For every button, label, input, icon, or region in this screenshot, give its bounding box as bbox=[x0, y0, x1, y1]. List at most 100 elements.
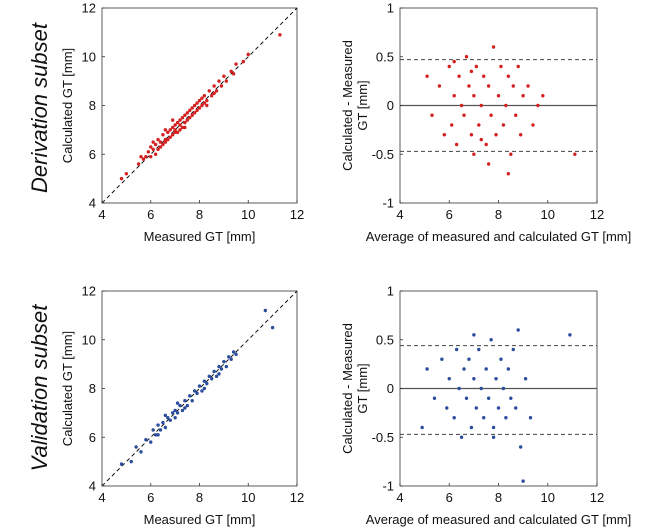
data-point bbox=[464, 55, 469, 59]
data-point bbox=[479, 103, 483, 108]
data-point bbox=[170, 118, 175, 122]
data-point bbox=[163, 413, 168, 418]
data-point bbox=[241, 59, 246, 64]
data-point bbox=[506, 367, 511, 371]
data-point bbox=[491, 425, 496, 430]
data-point bbox=[459, 103, 464, 108]
data-point bbox=[153, 152, 158, 156]
chart-panel-0: 4 6 8 10 12 4 6 8 10 12 Measured GT [mm] Calculated… bbox=[60, 1, 304, 245]
data-point bbox=[202, 379, 207, 383]
data-point bbox=[209, 94, 214, 98]
data-point bbox=[173, 123, 177, 127]
data-point bbox=[467, 357, 471, 361]
data-point bbox=[134, 445, 138, 449]
data-point bbox=[202, 94, 207, 98]
data-point bbox=[178, 118, 182, 122]
data-point bbox=[173, 416, 177, 420]
data-point bbox=[200, 389, 204, 393]
data-point bbox=[188, 115, 192, 120]
data-point bbox=[541, 94, 545, 98]
data-point bbox=[494, 377, 498, 381]
data-point bbox=[149, 154, 153, 159]
x-tick-label: 4 bbox=[396, 490, 403, 505]
data-point bbox=[494, 133, 498, 137]
data-point bbox=[521, 479, 525, 483]
data-point bbox=[514, 406, 518, 410]
data-point bbox=[521, 94, 525, 98]
data-point bbox=[185, 118, 190, 122]
data-point bbox=[166, 137, 170, 142]
y-tick-label: -1 bbox=[382, 196, 394, 211]
data-point bbox=[442, 133, 447, 137]
x-tick-label: 10 bbox=[541, 490, 555, 505]
data-point bbox=[462, 113, 466, 117]
data-point bbox=[496, 406, 501, 410]
y-tick-label: 12 bbox=[82, 284, 96, 299]
x-tick-label: 6 bbox=[446, 490, 453, 505]
data-point bbox=[180, 115, 185, 120]
data-point bbox=[479, 137, 483, 142]
data-point bbox=[506, 74, 511, 78]
data-point bbox=[511, 84, 515, 88]
data-point bbox=[205, 98, 209, 103]
data-point bbox=[477, 347, 481, 352]
data-point bbox=[163, 140, 168, 144]
data-point bbox=[149, 440, 153, 444]
data-point bbox=[151, 147, 155, 152]
data-point bbox=[136, 162, 141, 166]
data-point bbox=[175, 411, 180, 415]
data-point bbox=[229, 69, 233, 74]
data-point bbox=[447, 64, 451, 69]
y-tick-label: 0 bbox=[387, 98, 394, 113]
data-point bbox=[445, 406, 449, 410]
data-point bbox=[183, 406, 187, 410]
data-point bbox=[161, 420, 165, 425]
data-point bbox=[278, 33, 282, 37]
data-point bbox=[224, 79, 229, 83]
data-point bbox=[479, 386, 483, 391]
data-point bbox=[190, 113, 194, 117]
data-point bbox=[163, 137, 168, 142]
data-point bbox=[139, 154, 143, 159]
data-point bbox=[477, 123, 481, 127]
data-point bbox=[222, 359, 226, 364]
data-point bbox=[185, 403, 190, 408]
x-tick-label: 6 bbox=[147, 207, 154, 222]
y-axis-label: Calculated GT [mm] bbox=[60, 331, 75, 446]
data-point bbox=[173, 128, 177, 132]
y-tick-label: 6 bbox=[89, 430, 96, 445]
data-point bbox=[217, 372, 221, 376]
data-point bbox=[180, 125, 185, 130]
x-axis-label: Measured GT [mm] bbox=[144, 229, 256, 244]
data-point bbox=[462, 367, 466, 371]
data-point bbox=[219, 367, 224, 371]
data-point bbox=[425, 367, 429, 371]
data-point bbox=[229, 357, 233, 361]
x-axis-label: Average of measured and calculated GT [m… bbox=[366, 229, 631, 244]
data-point bbox=[452, 94, 456, 98]
data-point bbox=[270, 325, 275, 330]
data-point bbox=[212, 84, 216, 88]
data-point bbox=[173, 408, 177, 413]
data-point bbox=[161, 142, 165, 147]
chart-panel-1: 4 6 8 10 12 -1 -0.5 0 0.5 1 Average of measured an… bbox=[340, 1, 631, 245]
data-point bbox=[188, 394, 192, 398]
x-axis-label: Average of measured and calculated GT [m… bbox=[366, 512, 631, 527]
data-point bbox=[156, 433, 160, 437]
data-point bbox=[166, 416, 170, 420]
data-point bbox=[231, 350, 236, 354]
y-axis-label: Calculated GT [mm] bbox=[60, 48, 75, 163]
data-point bbox=[452, 59, 456, 64]
data-point bbox=[263, 308, 268, 313]
data-point bbox=[499, 64, 503, 69]
x-tick-label: 10 bbox=[241, 207, 255, 222]
y-axis-label: Calculated - Measured bbox=[340, 323, 355, 454]
data-point bbox=[139, 450, 143, 454]
data-point bbox=[183, 125, 187, 130]
y-axis-label: Calculated - Measured bbox=[340, 40, 355, 171]
data-point bbox=[452, 416, 456, 420]
y-tick-label: 0.5 bbox=[376, 332, 394, 347]
data-point bbox=[197, 98, 202, 103]
x-tick-label: 8 bbox=[495, 207, 502, 222]
data-point bbox=[486, 162, 491, 166]
